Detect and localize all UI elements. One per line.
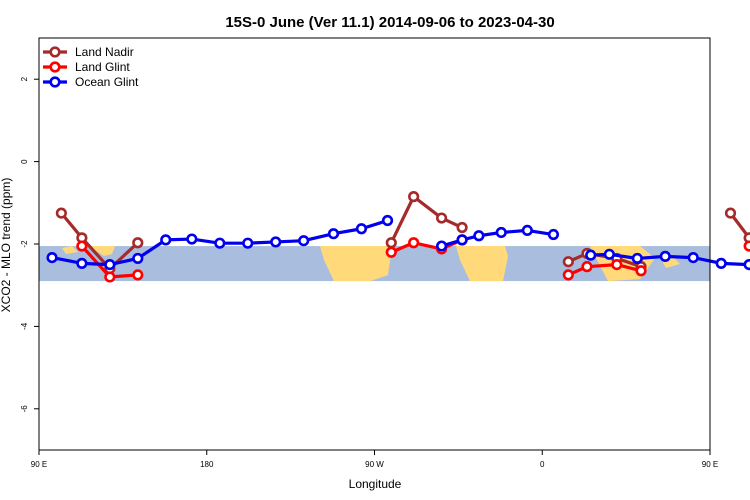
data-point-ocean-glint — [585, 249, 597, 261]
legend-swatch-marker — [49, 76, 61, 88]
data-point-ocean-glint — [76, 257, 88, 269]
x-tick-label: 90 W — [365, 460, 384, 469]
y-tick-label: -2 — [20, 240, 29, 248]
data-point-land-glint — [562, 269, 574, 281]
y-axis-label: XCO2 - MLO trend (ppm) — [0, 178, 13, 313]
data-point-ocean-glint — [743, 259, 750, 271]
data-point-ocean-glint — [603, 248, 615, 260]
data-point-land-glint — [132, 269, 144, 281]
data-point-ocean-glint — [456, 234, 468, 246]
data-point-ocean-glint — [473, 230, 485, 242]
data-point-land-nadir — [436, 212, 448, 224]
series-line-land-nadir — [389, 195, 463, 244]
data-point-land-nadir — [132, 237, 144, 249]
data-point-ocean-glint — [436, 240, 448, 252]
data-point-land-nadir — [385, 237, 397, 249]
data-point-ocean-glint — [46, 251, 58, 264]
data-point-ocean-glint — [214, 237, 226, 249]
series-line-land-nadir — [729, 212, 750, 242]
data-point-land-glint — [611, 259, 623, 271]
data-point-ocean-glint — [104, 259, 116, 271]
data-point-ocean-glint — [355, 223, 368, 235]
y-tick-label: -4 — [20, 322, 29, 330]
data-point-land-glint — [408, 237, 420, 249]
data-point-land-nadir — [55, 207, 67, 219]
data-point-ocean-glint — [242, 237, 254, 249]
series-line-land-nadir — [60, 212, 139, 271]
data-point-ocean-glint — [327, 228, 340, 240]
x-tick-label: 0 — [540, 460, 545, 469]
data-point-land-glint — [581, 261, 593, 273]
data-point-ocean-glint — [547, 228, 560, 241]
data-point-ocean-glint — [495, 226, 507, 239]
south-america-land — [320, 246, 392, 282]
data-point-ocean-glint — [298, 235, 310, 247]
legend-item-land-nadir: Land Nadir — [43, 45, 134, 59]
data-point-ocean-glint — [715, 257, 727, 269]
legend-label: Land Nadir — [75, 45, 134, 59]
data-point-ocean-glint — [659, 250, 671, 262]
x-axis-label: Longitude — [349, 477, 402, 491]
legend-item-land-glint: Land Glint — [43, 60, 130, 74]
y-axis: 2 0 -2 -4 -6 — [20, 76, 39, 412]
data-point-land-glint — [104, 271, 116, 283]
data-point-land-nadir — [562, 256, 574, 268]
series-layer — [46, 191, 750, 283]
y-tick-label: 0 — [20, 159, 29, 164]
data-point-ocean-glint — [521, 224, 533, 237]
data-point-land-glint — [635, 265, 647, 277]
data-point-ocean-glint — [381, 214, 394, 227]
data-point-land-nadir — [408, 191, 420, 203]
indonesia-islands-land — [62, 246, 78, 255]
x-tick-label: 90 E — [31, 460, 47, 469]
x-tick-label: 180 — [200, 460, 214, 469]
data-point-ocean-glint — [631, 252, 643, 265]
x-tick-label: 90 E — [702, 460, 718, 469]
legend-swatch-marker — [49, 46, 61, 58]
legend-label: Land Glint — [75, 60, 130, 74]
data-point-ocean-glint — [687, 251, 699, 264]
chart-title: 15S-0 June (Ver 11.1) 2014-09-06 to 2023… — [225, 14, 554, 31]
africa-land — [456, 246, 508, 282]
data-point-ocean-glint — [186, 233, 198, 245]
series-line-land-glint — [567, 263, 642, 277]
data-point-land-nadir — [456, 221, 468, 234]
legend-swatch-marker — [49, 61, 61, 73]
data-point-ocean-glint — [132, 252, 144, 265]
data-point-land-glint — [76, 240, 88, 252]
legend-item-ocean-glint: Ocean Glint — [43, 75, 139, 89]
series-ocean-glint — [46, 214, 750, 271]
series-land-glint — [76, 234, 750, 283]
y-tick-label: -6 — [20, 405, 29, 413]
data-point-land-nadir — [724, 207, 737, 219]
data-point-ocean-glint — [160, 234, 172, 246]
data-point-ocean-glint — [270, 236, 282, 248]
y-tick-label: 2 — [20, 76, 29, 81]
legend-label: Ocean Glint — [75, 75, 139, 89]
data-point-land-glint — [385, 246, 397, 258]
x-axis: 90 E 180 90 W 0 90 E — [31, 450, 718, 469]
data-point-land-glint — [743, 240, 750, 252]
